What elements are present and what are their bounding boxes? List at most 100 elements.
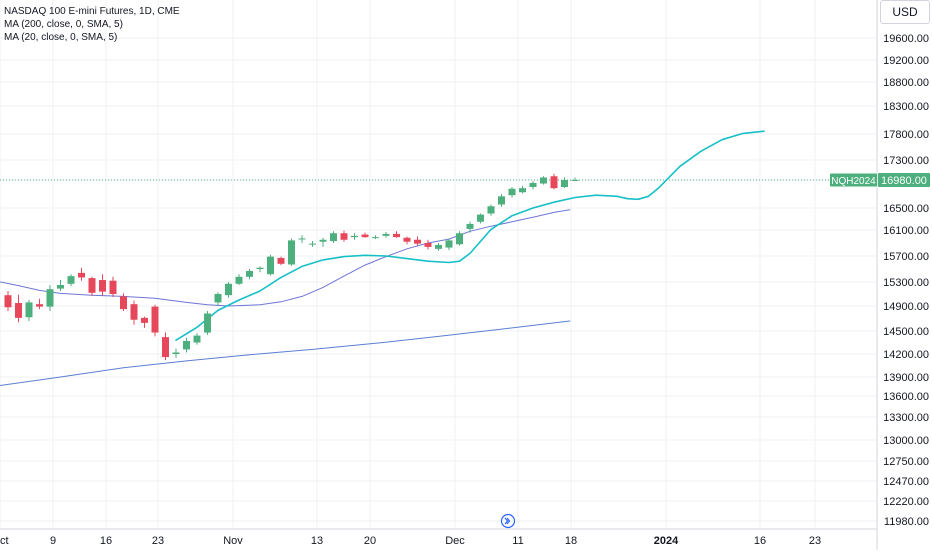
candle bbox=[424, 239, 432, 250]
candle-body bbox=[403, 237, 411, 242]
candle-body bbox=[414, 239, 421, 244]
candle bbox=[4, 291, 12, 311]
candle bbox=[46, 285, 54, 311]
candle-body bbox=[288, 240, 295, 265]
y-tick-label: 13600.00 bbox=[883, 391, 929, 403]
candle bbox=[351, 233, 358, 240]
legend-ma20: MA (20, close, 0, SMA, 5) bbox=[4, 32, 118, 43]
candle-body bbox=[46, 289, 54, 307]
candle bbox=[445, 238, 453, 251]
candle bbox=[571, 177, 579, 182]
candle-body bbox=[529, 182, 537, 187]
candle-body bbox=[466, 223, 474, 229]
candle bbox=[235, 274, 243, 285]
candle bbox=[151, 304, 159, 337]
candle-body bbox=[78, 272, 85, 278]
grid bbox=[0, 0, 877, 529]
candle bbox=[225, 282, 232, 298]
ma200-line bbox=[0, 320, 571, 387]
time-axis[interactable]: ct 9 16 23 Nov 13 20 Dec 11 18 2024 16 23 bbox=[0, 535, 821, 547]
candle-body bbox=[445, 240, 453, 248]
price-axis[interactable]: 19600.00 19200.00 18800.00 18300.00 17800.00… bbox=[883, 33, 929, 528]
price-tag-label: 16980.00 bbox=[881, 175, 927, 187]
candle bbox=[456, 231, 463, 246]
candle bbox=[435, 243, 442, 251]
candle-body bbox=[330, 233, 337, 242]
candle-body bbox=[172, 352, 180, 354]
candle-body bbox=[246, 270, 253, 277]
candle bbox=[372, 235, 379, 240]
chart-legend: NASDAQ 100 E-mini Futures, 1D, CME MA (2… bbox=[4, 5, 180, 44]
candle-body bbox=[57, 285, 64, 289]
x-tick-label: 20 bbox=[364, 535, 376, 547]
candle-body bbox=[540, 177, 547, 184]
x-tick-label: Dec bbox=[445, 535, 465, 547]
candle-body bbox=[340, 233, 348, 240]
candle-body bbox=[99, 280, 106, 292]
candle-body bbox=[361, 234, 369, 238]
last-price-tag: NQH2024 16980.00 bbox=[830, 173, 930, 187]
candle bbox=[319, 237, 327, 247]
y-tick-label: 13000.00 bbox=[883, 435, 929, 447]
candle-body bbox=[4, 295, 12, 308]
currency-button[interactable]: USD bbox=[880, 0, 930, 24]
candle-body bbox=[351, 235, 358, 238]
candle bbox=[466, 221, 474, 233]
x-tick-label: 9 bbox=[50, 535, 56, 547]
candle bbox=[340, 230, 348, 242]
y-tick-label: 15300.00 bbox=[883, 277, 929, 289]
candle bbox=[540, 176, 547, 185]
candle bbox=[498, 194, 505, 207]
candle bbox=[561, 177, 568, 189]
symbol-tag-label: NQH2024 bbox=[831, 176, 876, 187]
candle bbox=[172, 348, 180, 358]
y-tick-label: 14900.00 bbox=[883, 301, 929, 313]
price-tag-bg bbox=[878, 173, 930, 187]
y-tick-label: 18300.00 bbox=[883, 101, 929, 113]
candle bbox=[183, 337, 190, 353]
candle-body bbox=[393, 233, 400, 238]
candle-body bbox=[298, 238, 306, 240]
candle-body bbox=[382, 233, 390, 236]
candle-body bbox=[109, 280, 117, 294]
candle-body bbox=[67, 276, 75, 284]
y-tick-label: 19600.00 bbox=[883, 33, 929, 45]
candle-body bbox=[277, 257, 285, 264]
candle bbox=[99, 274, 106, 296]
x-tick-label: 11 bbox=[512, 535, 523, 547]
time-machine-icon[interactable] bbox=[500, 513, 516, 529]
candles-layer bbox=[4, 173, 579, 361]
candle-body bbox=[435, 244, 442, 249]
y-tick-label: 13900.00 bbox=[883, 372, 929, 384]
y-tick-label: 15700.00 bbox=[883, 251, 929, 263]
symbol-tag-bg bbox=[830, 173, 877, 187]
candle bbox=[193, 333, 201, 345]
candle-body bbox=[15, 303, 22, 318]
y-tick-label: 16500.00 bbox=[883, 203, 929, 215]
y-tick-label: 13300.00 bbox=[883, 412, 929, 424]
candle bbox=[508, 187, 516, 198]
x-tick-label: 23 bbox=[152, 535, 164, 547]
candle bbox=[414, 236, 421, 246]
candle bbox=[529, 181, 537, 190]
candle-body bbox=[120, 296, 127, 310]
candle bbox=[67, 274, 75, 287]
candle bbox=[15, 294, 22, 323]
ma50-layer bbox=[0, 209, 571, 307]
x-tick-label: ct bbox=[0, 535, 9, 547]
candle-body bbox=[183, 340, 190, 350]
candle bbox=[109, 276, 117, 297]
candle bbox=[267, 254, 274, 276]
legend-ma200: MA (200, close, 0, SMA, 5) bbox=[4, 19, 123, 30]
candle bbox=[477, 213, 484, 224]
candle bbox=[403, 236, 411, 245]
y-tick-label: 14500.00 bbox=[883, 326, 929, 338]
candle bbox=[361, 232, 369, 238]
candle bbox=[141, 316, 148, 328]
candle bbox=[214, 292, 222, 306]
candle bbox=[309, 241, 316, 247]
candle bbox=[57, 280, 64, 291]
y-tick-label: 17300.00 bbox=[883, 155, 929, 167]
